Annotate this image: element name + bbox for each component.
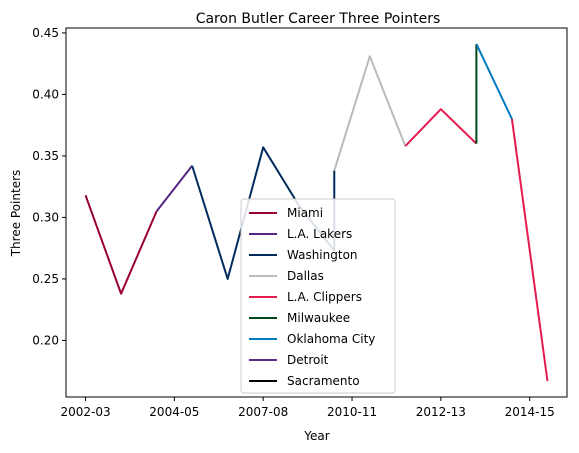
plot-frame: [65, 27, 568, 398]
series-line-l-a-lakers-1: [155, 165, 193, 212]
x-tick-label: 2002-03: [60, 405, 110, 419]
legend-label: Sacramento: [287, 374, 360, 388]
legend-label: Detroit: [287, 353, 329, 367]
legend-label: L.A. Clippers: [287, 290, 362, 304]
x-tick-label: 2014-15: [505, 405, 555, 419]
series-line-continuation-9: [510, 118, 549, 382]
x-axis-label: Year: [303, 429, 329, 443]
y-axis-label: Three Pointers: [9, 170, 23, 258]
series-line-miami-0: [84, 194, 158, 295]
x-tick-label: 2007-08: [238, 405, 288, 419]
x-tick-label: 2004-05: [149, 405, 199, 419]
y-axis-ticks: 0.20 0.25 0.30 0.35 0.40 0.45: [32, 26, 66, 347]
legend: Miami L.A. Lakers Washington Dallas L.A. Cli…: [240, 198, 396, 394]
y-tick-label: 0.20: [32, 333, 59, 347]
legend-label: Dallas: [287, 269, 324, 283]
legend-label: Oklahoma City: [287, 332, 375, 346]
y-tick-label: 0.30: [32, 210, 59, 224]
legend-label: Miami: [287, 206, 323, 220]
x-tick-label: 2010-11: [327, 405, 377, 419]
y-tick-label: 0.40: [32, 87, 59, 101]
chart-title: Caron Butler Career Three Pointers: [196, 11, 441, 27]
legend-label: Washington: [287, 248, 358, 262]
series-line-dallas-3: [333, 55, 407, 171]
plot-lines: [84, 43, 549, 382]
x-tick-label: 2012-13: [416, 405, 466, 419]
x-axis-ticks: 2002-03 2004-05 2007-08 2010-11 2012-13 2014-…: [60, 397, 555, 419]
series-line-l-a-clippers-4: [404, 108, 478, 147]
legend-label: L.A. Lakers: [287, 227, 352, 241]
y-tick-label: 0.45: [32, 26, 59, 40]
y-tick-label: 0.35: [32, 149, 59, 163]
legend-label: Milwaukee: [287, 311, 350, 325]
series-line-oklahoma-city-6: [475, 43, 513, 120]
legend-box: [240, 198, 396, 394]
y-tick-label: 0.25: [32, 272, 59, 286]
